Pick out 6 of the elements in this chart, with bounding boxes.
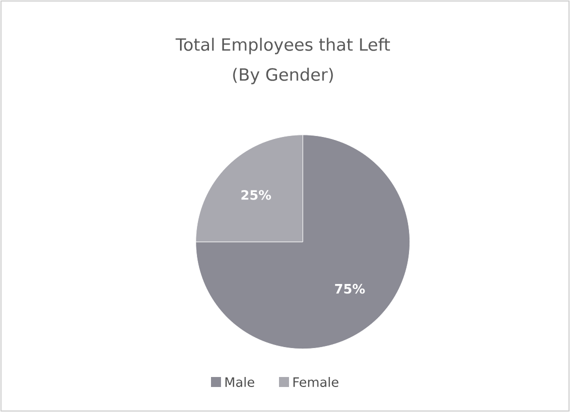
legend-label: Male	[225, 376, 254, 388]
chart-title: Total Employees that Left	[176, 38, 390, 54]
data-label: 25%	[241, 190, 271, 200]
chart-subtitle: (By Gender)	[233, 68, 333, 84]
data-label: 75%	[335, 284, 365, 294]
legend-label: Female	[293, 376, 338, 388]
